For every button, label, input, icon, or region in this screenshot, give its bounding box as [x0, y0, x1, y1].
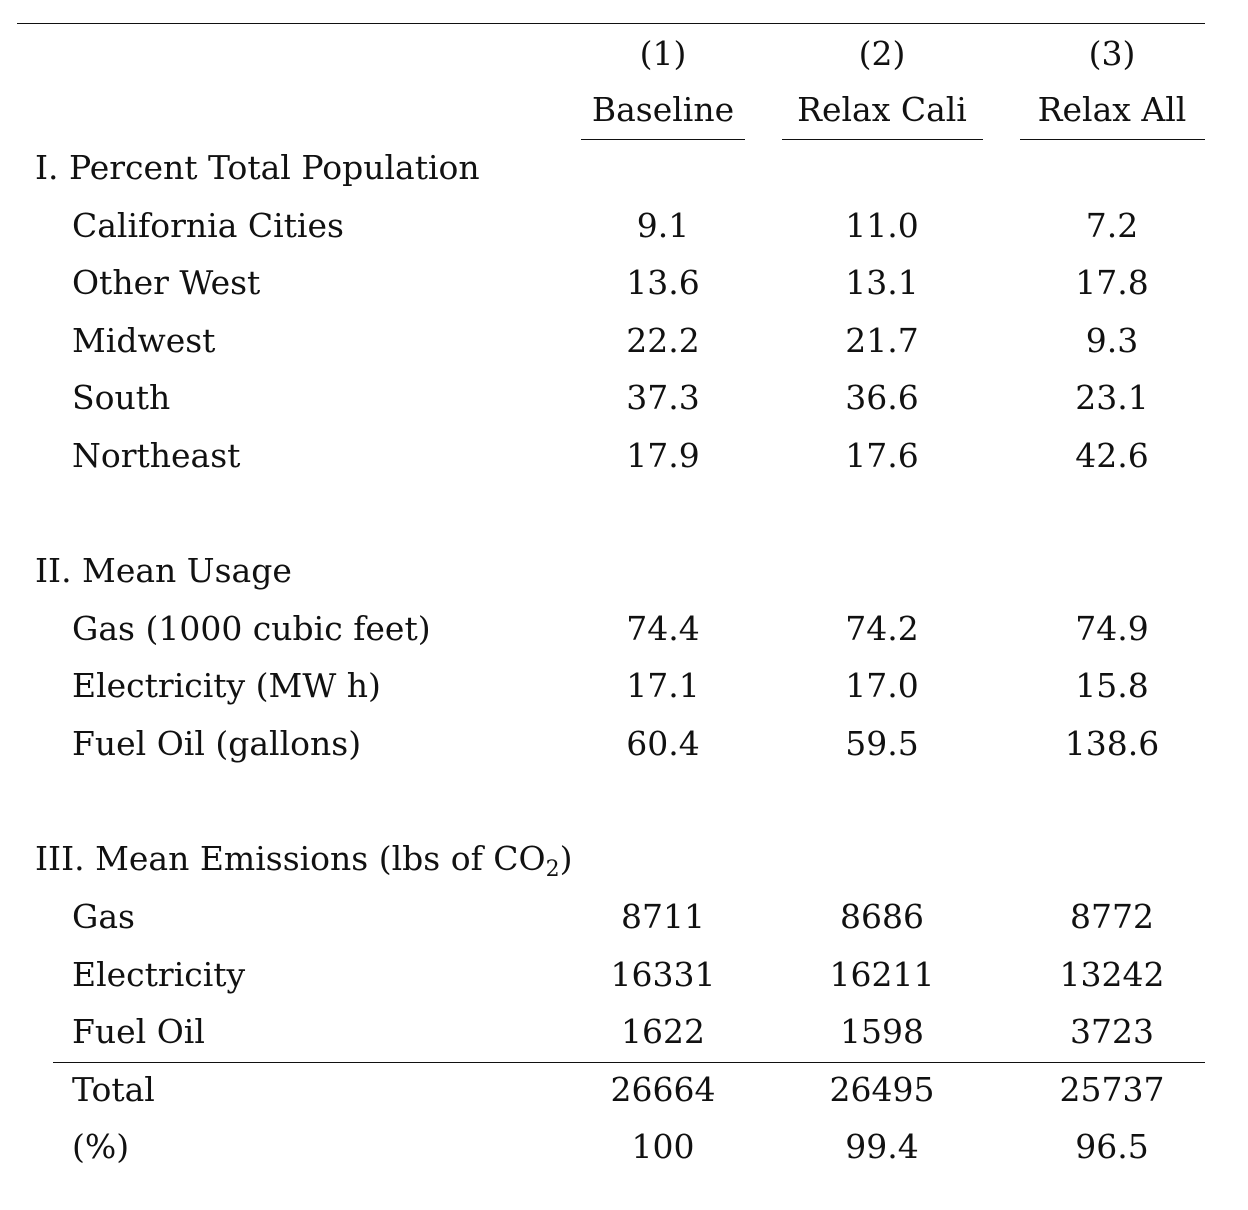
table-cell: 37.3 — [626, 378, 700, 417]
column-number: (2) — [858, 34, 906, 73]
section-title: I. Percent Total Population — [35, 148, 480, 187]
table-cell: 16211 — [829, 955, 935, 994]
section-title: III. Mean Emissions (lbs of CO2) — [35, 839, 573, 882]
table-cell: 8772 — [1070, 897, 1154, 936]
table-cell: 17.8 — [1075, 263, 1149, 302]
row-label: Electricity (MW h) — [72, 666, 381, 705]
row-label: South — [72, 378, 171, 417]
table-cell: 13.1 — [845, 263, 919, 302]
total-cell: 25737 — [1059, 1070, 1165, 1109]
table-cell: 74.2 — [845, 609, 919, 648]
row-label: Gas (1000 cubic feet) — [72, 609, 431, 648]
table-cell: 16331 — [610, 955, 716, 994]
table-cell: 8686 — [840, 897, 924, 936]
table-cell: 74.9 — [1075, 609, 1149, 648]
table-cell: 11.0 — [845, 206, 919, 245]
header-underline-2 — [782, 139, 983, 140]
table-cell: 17.0 — [845, 666, 919, 705]
row-label: Northeast — [72, 436, 241, 475]
table-cell: 7.2 — [1085, 206, 1139, 245]
percent-cell: 96.5 — [1075, 1127, 1149, 1166]
row-label: Fuel Oil — [72, 1012, 205, 1051]
row-label: Other West — [72, 263, 261, 302]
total-cell: 26664 — [610, 1070, 716, 1109]
column-number: (3) — [1088, 34, 1136, 73]
section-title-text: III. Mean Emissions (lbs of CO — [35, 839, 546, 878]
table-cell: 3723 — [1070, 1012, 1154, 1051]
table-cell: 138.6 — [1064, 724, 1160, 763]
column-header: Relax All — [1037, 90, 1187, 129]
header-underline-1 — [581, 139, 745, 140]
table-cell: 22.2 — [626, 321, 700, 360]
total-rule — [53, 1062, 1205, 1063]
percent-cell: 99.4 — [845, 1127, 919, 1166]
table-cell: 42.6 — [1075, 436, 1149, 475]
table-cell: 9.3 — [1085, 321, 1139, 360]
row-label: California Cities — [72, 206, 344, 245]
section-title-end: ) — [559, 839, 573, 878]
table-cell: 21.7 — [845, 321, 919, 360]
table-cell: 15.8 — [1075, 666, 1149, 705]
table-cell: 74.4 — [626, 609, 700, 648]
table-cell: 9.1 — [636, 206, 690, 245]
table-cell: 13242 — [1059, 955, 1165, 994]
table-cell: 17.9 — [626, 436, 700, 475]
subscript: 2 — [545, 857, 560, 882]
column-header: Baseline — [591, 90, 735, 129]
table-cell: 36.6 — [845, 378, 919, 417]
table-cell: 60.4 — [626, 724, 700, 763]
top-rule — [17, 23, 1205, 24]
column-number: (1) — [639, 34, 687, 73]
row-label: Electricity — [72, 955, 246, 994]
percent-label: (%) — [72, 1127, 130, 1166]
table-cell: 17.1 — [626, 666, 700, 705]
total-label: Total — [72, 1070, 155, 1109]
row-label: Midwest — [72, 321, 216, 360]
table-cell: 23.1 — [1075, 378, 1149, 417]
table-cell: 8711 — [621, 897, 705, 936]
section-title: II. Mean Usage — [35, 551, 292, 590]
row-label: Fuel Oil (gallons) — [72, 724, 362, 763]
table-cell: 59.5 — [845, 724, 919, 763]
header-underline-3 — [1020, 139, 1205, 140]
percent-cell: 100 — [631, 1127, 695, 1166]
row-label: Gas — [72, 897, 135, 936]
table-cell: 1622 — [621, 1012, 705, 1051]
table-cell: 17.6 — [845, 436, 919, 475]
table-cell: 1598 — [840, 1012, 924, 1051]
table-cell: 13.6 — [626, 263, 700, 302]
column-header: Relax Cali — [797, 90, 967, 129]
total-cell: 26495 — [829, 1070, 935, 1109]
